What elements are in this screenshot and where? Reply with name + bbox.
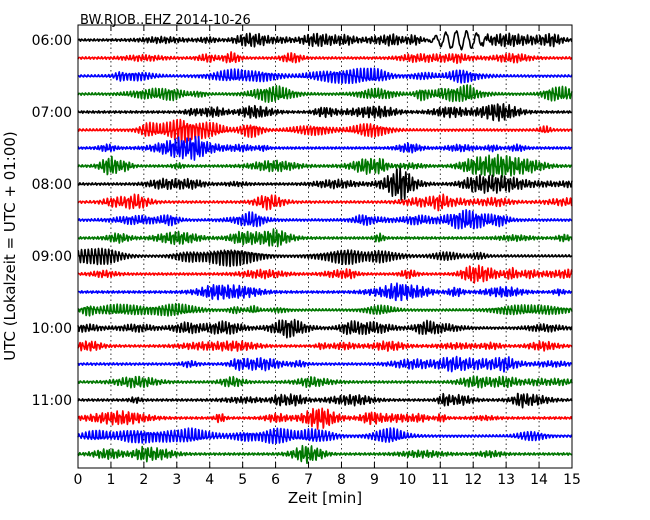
- trace-row-0730: [77, 135, 573, 161]
- trace-row-0745: [77, 153, 573, 179]
- trace-row-0845: [77, 228, 573, 248]
- trace-row-1115: [77, 407, 573, 430]
- x-tick-label: 5: [238, 472, 247, 488]
- plot-frame: [77, 24, 573, 469]
- x-tick-label: 6: [271, 472, 280, 488]
- x-tick-label: 0: [74, 472, 83, 488]
- x-tick-label: 4: [205, 472, 214, 488]
- y-axis-ticks: 06:00 07:00 08:00 09:00 10:00 11:00: [32, 33, 572, 409]
- x-tick-label: 10: [398, 472, 416, 488]
- trace-row-0900: [77, 247, 573, 268]
- x-tick-label: 11: [431, 472, 449, 488]
- trace-row-0645: [77, 84, 573, 104]
- trace-row-0815: [77, 193, 573, 212]
- x-tick-label: 3: [172, 472, 181, 488]
- y-axis-title: UTC (Lokalzeit = UTC + 01:00): [1, 131, 19, 361]
- trace-row-1045: [77, 375, 573, 389]
- trace-row-0800: [77, 167, 573, 201]
- y-tick-label: 10:00: [32, 321, 72, 337]
- trace-row-0600: [77, 29, 573, 51]
- trace-row-1030: [77, 355, 573, 373]
- trace-row-0915: [77, 264, 573, 284]
- y-tick-label: 09:00: [32, 249, 72, 265]
- x-axis-title: Zeit [min]: [288, 489, 362, 507]
- trace-row-0700: [77, 103, 573, 122]
- trace-row-0715: [77, 118, 573, 144]
- x-gridlines: [110, 25, 540, 468]
- trace-row-1100: [77, 392, 573, 409]
- trace-row-0615: [77, 51, 573, 65]
- y-tick-label: 07:00: [32, 105, 72, 121]
- seismogram-traces: [77, 29, 573, 465]
- x-axis-ticks: 0 1 2 3 4 5 6 7 8 9 10 11 12 13 14 15: [74, 25, 581, 488]
- x-tick-label: 1: [106, 472, 115, 488]
- x-tick-label: 9: [370, 472, 379, 488]
- chart-title: BW.RJOB..EHZ 2014-10-26: [80, 13, 251, 28]
- trace-row-0830: [77, 208, 573, 230]
- trace-row-0930: [77, 282, 573, 302]
- trace-row-1000: [77, 318, 573, 339]
- trace-row-0945: [77, 302, 573, 317]
- trace-row-1015: [77, 340, 573, 352]
- trace-row-0630: [77, 67, 573, 85]
- y-tick-label: 06:00: [32, 33, 72, 49]
- x-tick-label: 7: [304, 472, 313, 488]
- x-tick-label: 13: [497, 472, 515, 488]
- x-tick-label: 14: [530, 472, 548, 488]
- trace-row-1130: [77, 427, 573, 445]
- trace-row-1145: [77, 444, 573, 465]
- y-tick-label: 08:00: [32, 177, 72, 193]
- x-tick-label: 2: [139, 472, 148, 488]
- x-tick-label: 12: [464, 472, 482, 488]
- x-tick-label: 15: [563, 472, 581, 488]
- y-tick-label: 11:00: [32, 393, 72, 409]
- x-tick-label: 8: [337, 472, 346, 488]
